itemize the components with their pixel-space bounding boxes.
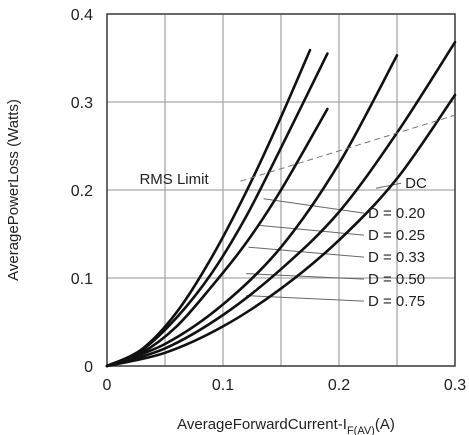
annotation-leader-5 [246, 295, 365, 302]
x-tick-label: 0.2 [328, 377, 350, 394]
series-line-1 [105, 52, 329, 368]
y-tick-labels: 0 0.1 0.2 0.3 0.4 [71, 7, 93, 376]
annotation-label-3: D = 0.33 [368, 249, 425, 266]
annotation-label-0: DC [405, 175, 427, 192]
curve-annotations: DC D = 0.20 D = 0.25 D = 0.33 D = 0.50 D = 0.… [368, 175, 427, 310]
series-line-0 [105, 48, 312, 368]
series-line-2 [105, 107, 329, 368]
x-tick-labels: 0 0.1 0.2 0.3 [103, 377, 467, 394]
rms-limit-line [240, 114, 456, 182]
series-line-3 [105, 54, 399, 368]
rms-limit-label: RMS Limit [139, 171, 209, 188]
series-line-5 [105, 93, 457, 368]
annotation-label-2: D = 0.25 [368, 227, 425, 244]
annotation-leader-0 [376, 182, 402, 189]
annotation-label-1: D = 0.20 [368, 205, 425, 222]
plot-frame [106, 13, 456, 367]
annotation-leader-1 [263, 198, 365, 214]
x-axis-title-subscript: F(AV) [347, 425, 375, 435]
x-tick-label: 0.3 [444, 377, 466, 394]
x-tick-label: 0 [103, 377, 112, 394]
y-tick-label: 0.1 [71, 271, 93, 288]
x-axis-title-unit: (A) [375, 416, 395, 433]
annotation-leader-3 [248, 246, 365, 258]
y-tick-label: 0.2 [71, 183, 93, 200]
x-axis-title: AverageForwardCurrent-IF(AV)(A) [177, 416, 395, 435]
annotation-label-4: D = 0.50 [368, 271, 425, 288]
y-tick-label: 0.4 [71, 7, 93, 24]
annotation-label-5: D = 0.75 [368, 293, 425, 310]
annotation-leaders [246, 182, 402, 302]
x-tick-label: 0.1 [212, 377, 234, 394]
series-line-4 [105, 40, 457, 368]
y-tick-label: 0 [84, 359, 93, 376]
annotation-leader-4 [246, 273, 365, 280]
y-tick-label: 0.3 [71, 95, 93, 112]
x-axis-title-main: AverageForwardCurrent-I [177, 416, 347, 433]
y-axis-title: AveragePowerLoss (Watts) [5, 99, 22, 281]
series-lines [105, 40, 457, 368]
